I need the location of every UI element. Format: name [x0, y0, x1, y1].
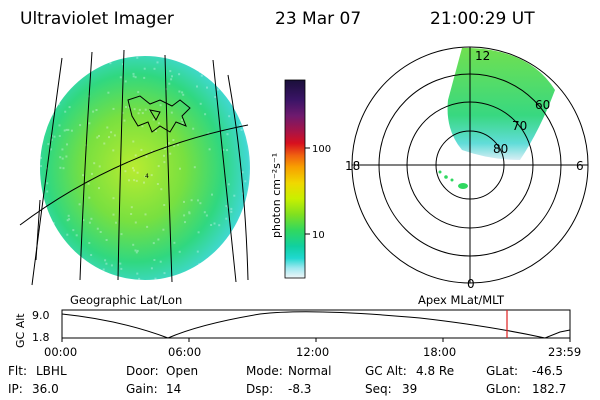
alt-ytick: 1.8: [32, 331, 50, 344]
svg-text:4: 4: [145, 173, 149, 180]
mlat-label-60: 60: [535, 98, 550, 112]
info-key: Door:: [126, 364, 159, 378]
info-value: 36.0: [32, 382, 59, 396]
time-ut: 21:00:29 UT: [430, 9, 535, 29]
info-key: GLon:: [486, 382, 521, 396]
info-key: GC Alt:: [365, 364, 407, 378]
info-value: -46.5: [532, 364, 563, 378]
mlt-label-18: 18: [345, 159, 360, 173]
alt-xtick: 18:00: [423, 345, 456, 359]
map-caption: Geographic Lat/Lon: [70, 293, 182, 307]
geographic-image: 4: [19, 49, 250, 286]
info-key: Mode:: [246, 364, 283, 378]
mlt-label-6: 6: [576, 159, 584, 173]
colorbar: 100 10 photon cm⁻²s⁻¹: [270, 79, 331, 279]
info-value: Open: [166, 364, 198, 378]
colorbar-tick: 10: [312, 230, 325, 241]
alt-xtick: 12:00: [296, 345, 329, 359]
info-key: Flt:: [8, 364, 27, 378]
mlat-label-70: 70: [512, 119, 527, 133]
info-value: -8.3: [288, 382, 311, 396]
colorbar-label: photon cm⁻²s⁻¹: [270, 153, 283, 238]
info-key: Dsp:: [246, 382, 273, 396]
coastline: [127, 95, 191, 133]
info-value: 14: [166, 382, 181, 396]
alt-xtick: 23:59: [548, 345, 581, 359]
alt-xtick: 00:00: [44, 345, 77, 359]
mlt-label-12: 12: [475, 49, 490, 63]
info-value: 39: [402, 382, 417, 396]
date: 23 Mar 07: [275, 9, 361, 29]
polar-caption: Apex MLat/MLT: [418, 293, 505, 307]
info-key: Gain:: [126, 382, 158, 396]
info-value: 182.7: [532, 382, 566, 396]
polar-plot: 12 18 6 0 60 70 80: [345, 46, 589, 291]
info-value: Normal: [288, 364, 331, 378]
alt-ytick: 9.0: [32, 309, 50, 322]
info-table: Flt: LBHL Door: Open Mode: Normal GC Alt…: [8, 364, 566, 396]
colorbar-tick: 100: [312, 144, 331, 155]
info-key: IP:: [8, 382, 23, 396]
mlt-label-0: 0: [467, 277, 475, 291]
info-value: LBHL: [36, 364, 67, 378]
altitude-plot: GC Alt 9.0 1.8 00:00 06:00 12:00 18:00 2…: [14, 309, 581, 359]
title: Ultraviolet Imager: [20, 9, 174, 29]
alt-xtick: 06:00: [168, 345, 201, 359]
lat-lon-grid: [19, 49, 249, 286]
info-key: GLat:: [486, 364, 518, 378]
mlat-label-80: 80: [493, 142, 508, 156]
alt-ylabel: GC Alt: [14, 313, 27, 348]
info-key: Seq:: [365, 382, 392, 396]
info-value: 4.8 Re: [416, 364, 454, 378]
